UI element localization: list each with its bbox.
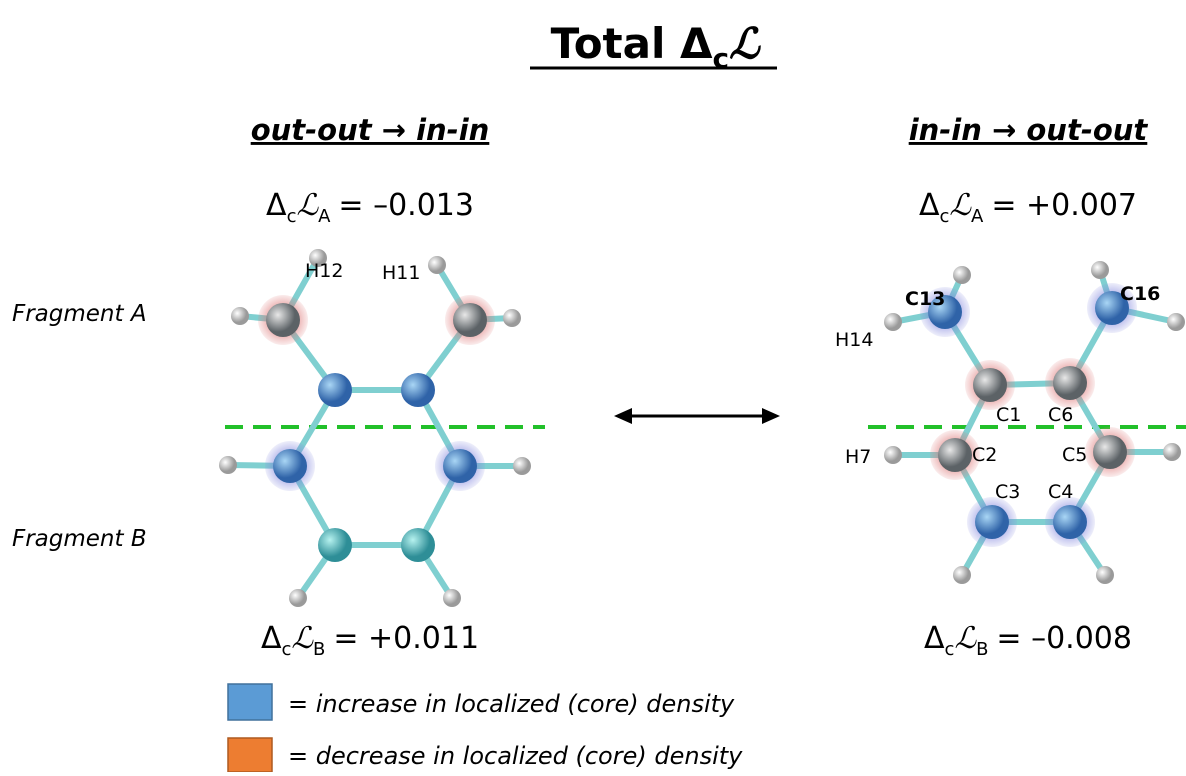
title-sub: c [713,42,730,75]
delta-sub: c [945,639,955,660]
carbon [938,438,972,472]
script-l: ℒ [296,188,319,223]
atom-label: C2 [972,444,997,466]
delta-equation: ΔcℒA = +0.007 [919,188,1137,227]
carbon [973,368,1007,402]
frag-sub: B [313,639,325,660]
script-l: ℒ [954,621,977,656]
carbon [401,373,435,407]
legend-text: = decrease in localized (core) density [288,742,743,770]
atom-label: C1 [996,404,1021,426]
script-l: ℒ [291,621,314,656]
carbon [975,505,1009,539]
hydrogen [513,457,531,475]
title-text: Total Δ [551,19,713,68]
delta-value: = –0.013 [338,188,474,223]
carbon [318,373,352,407]
hydrogen [1091,261,1109,279]
atom-label: C6 [1048,404,1073,426]
delta-value: = +0.007 [991,188,1137,223]
fragment-label: Fragment B [12,526,147,552]
panel-header: in-in → out-out [909,113,1149,147]
carbon [273,449,307,483]
hydrogen [1167,313,1185,331]
hydrogen [443,589,461,607]
hydrogen [231,307,249,325]
atom-label: C3 [995,481,1020,503]
legend-text: = increase in localized (core) density [288,690,735,718]
script-l: ℒ [949,188,972,223]
hydrogen [953,566,971,584]
hydrogen [503,309,521,327]
atom-label: C4 [1048,481,1073,503]
title-script: ℒ [729,19,761,68]
hydrogen [289,589,307,607]
delta: Δ [266,188,287,223]
double-arrow [614,408,780,424]
delta-equation: ΔcℒA = –0.013 [266,188,474,227]
delta-sub: c [281,639,291,660]
atom-label: H7 [845,446,871,468]
carbon [443,449,477,483]
atom-label: H11 [382,262,420,284]
delta-sub: c [287,206,297,227]
legend-swatch [228,738,272,772]
atom-label: H14 [835,329,873,351]
hydrogen [884,446,902,464]
delta: Δ [924,621,945,656]
frag-sub: A [318,206,331,227]
atom-label: C16 [1120,283,1160,305]
carbon [401,528,435,562]
carbon [1053,366,1087,400]
atom-label: H12 [305,260,343,282]
delta-equation: ΔcℒB = –0.008 [924,621,1132,660]
delta-sub: c [939,206,949,227]
carbon [266,303,300,337]
panel-header: out-out → in-in [251,113,490,147]
delta-equation: ΔcℒB = +0.011 [261,621,479,660]
carbon [453,303,487,337]
delta-value: = +0.011 [333,621,479,656]
frag-sub: B [976,639,988,660]
legend-swatch [228,684,272,720]
atom-label: C5 [1062,444,1087,466]
frag-sub: A [971,206,984,227]
hydrogen [953,266,971,284]
hydrogen [1163,443,1181,461]
hydrogen [1096,566,1114,584]
figure: Total Δcℒ Fragment A Fragment B = increa… [0,0,1186,772]
delta: Δ [919,188,940,223]
carbon [1053,505,1087,539]
carbon [318,528,352,562]
hydrogen [428,256,446,274]
carbon [1093,435,1127,469]
atom-label: C13 [905,288,945,310]
delta-value: = –0.008 [996,621,1132,656]
fragment-label: Fragment A [12,301,147,327]
hydrogen [219,456,237,474]
hydrogen [884,313,902,331]
delta: Δ [261,621,282,656]
